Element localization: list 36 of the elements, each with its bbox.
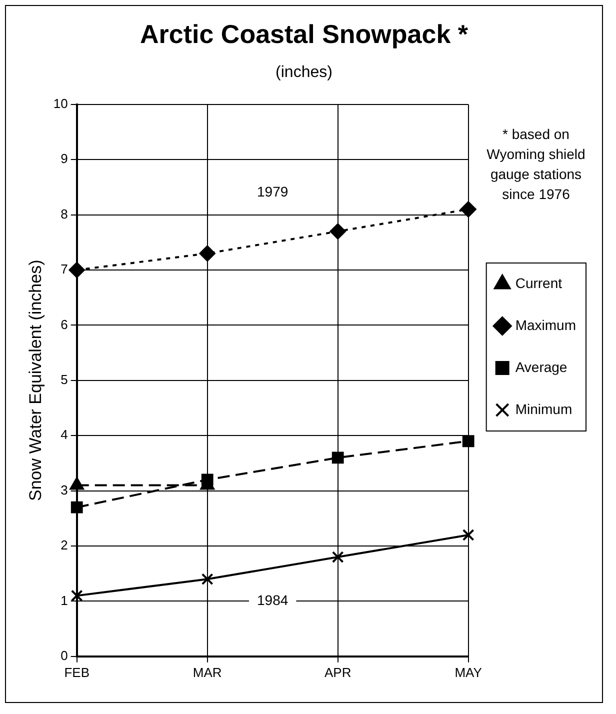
- legend-label: Maximum: [515, 316, 576, 333]
- chart-title: Arctic Coastal Snowpack *: [140, 18, 469, 49]
- legend-label: Average: [515, 358, 568, 375]
- point: [332, 452, 344, 464]
- y-tick-label: 8: [60, 206, 68, 222]
- point: [462, 529, 474, 541]
- y-tick-label: 4: [60, 427, 68, 442]
- y-tick-label: 10: [53, 96, 68, 111]
- y-tick-label: 2: [60, 538, 68, 553]
- point: [70, 501, 83, 514]
- chart-subtitle: (inches): [276, 64, 332, 82]
- x-tick-label: MAY: [454, 664, 482, 680]
- y-tick-label: 7: [60, 262, 68, 277]
- y-tick-label: 5: [60, 372, 68, 387]
- point: [199, 245, 216, 262]
- point: [70, 590, 83, 602]
- text: * based on Wyoming shield gauge stations since 1976: [486, 125, 586, 204]
- annotation: 1979: [257, 184, 288, 200]
- legend-label: Current: [515, 274, 562, 291]
- point: [332, 551, 344, 563]
- y-tick-label: 6: [60, 316, 68, 332]
- annotation: 1984: [257, 592, 288, 608]
- x-tick-label: FEB: [64, 664, 90, 680]
- point: [460, 201, 476, 218]
- point: [201, 573, 214, 586]
- point: [330, 223, 346, 240]
- y-tick-label: 3: [60, 482, 68, 498]
- legend-label: Minimum: [515, 400, 572, 417]
- y-tick-label: 1: [60, 592, 68, 608]
- y-tick-label: 9: [60, 151, 68, 166]
- x-tick-label: APR: [324, 664, 352, 680]
- point: [68, 262, 85, 278]
- point: [462, 435, 474, 448]
- y-axis-title: Snow Water Equivalent (inches): [26, 260, 45, 502]
- y-tick-label: 0: [60, 648, 68, 663]
- x-tick-label: MAR: [192, 664, 222, 680]
